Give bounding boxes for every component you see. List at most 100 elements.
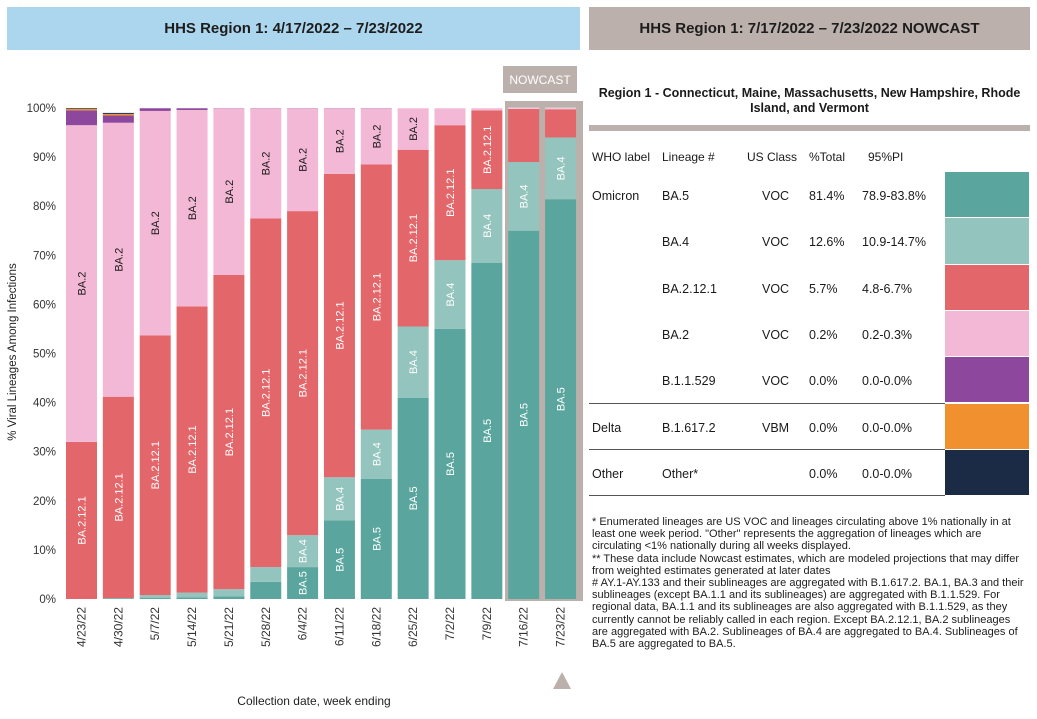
bar-segment-ba-5-6-18-22 — [360, 478, 392, 599]
color-swatch-b-1-617-2 — [945, 403, 1029, 449]
bar-segment-ba-2-12-1-4-30-22 — [102, 396, 134, 599]
segment-label-ba-2-12-1: BA.2.12.1 — [150, 441, 162, 489]
segment-label-ba-2: BA.2 — [261, 152, 273, 176]
bar-segment-ba-2-12-1-7-23-22 — [545, 109, 577, 138]
cell-pi: 0.0-0.0% — [862, 420, 913, 435]
color-swatch-b-1-1-529 — [945, 357, 1029, 403]
cell-total: 0.0% — [809, 420, 838, 435]
x-tick-label: 6/11/22 — [332, 607, 346, 646]
bar-segment-ba-2-12-1-6-25-22 — [397, 149, 429, 327]
x-tick-label: 7/16/22 — [517, 607, 531, 647]
bar-segment-ba-4-7-16-22 — [508, 162, 540, 231]
segment-label-ba-2-12-1: BA.2.12.1 — [187, 425, 199, 473]
title-divider — [589, 125, 1030, 131]
cell-total: 0.0% — [809, 374, 838, 389]
segment-label-ba-2-12-1: BA.2.12.1 — [408, 214, 420, 262]
bar-segment-ba-2-12-1-6-18-22 — [360, 164, 392, 430]
bar-segment-ba-2-6-25-22 — [397, 108, 429, 150]
bar-segment-ba-2-5-21-22 — [213, 108, 245, 275]
color-swatch-ba-2 — [945, 310, 1029, 357]
cell-total: 81.4% — [809, 189, 845, 203]
x-tick-label: 5/14/22 — [185, 607, 199, 647]
segment-label-ba-2: BA.2 — [150, 211, 162, 235]
segment-label-ba-2: BA.2 — [113, 248, 125, 272]
header-pi: 95%PI — [868, 150, 904, 164]
bar-segment-ba-5-7-16-22 — [508, 230, 540, 599]
cell-pi: 0.0-0.0% — [862, 374, 913, 389]
x-tick-label: 5/21/22 — [222, 607, 236, 647]
x-tick-label: 7/2/22 — [443, 607, 457, 641]
segment-label-ba-4: BA.4 — [371, 442, 383, 466]
bar-segment-b-1-617-2-4-23-22 — [66, 108, 97, 111]
bar-segment-b-1-617-2-4-30-22 — [102, 113, 134, 116]
cell-pi: 10.9-14.7% — [862, 235, 926, 250]
cell-us-class: VOC — [762, 281, 790, 296]
bar-segment-ba-5-7-9-22 — [471, 262, 503, 599]
cell-who-label: Other — [592, 466, 624, 481]
bar-segment-ba-5-5-21-22 — [213, 596, 245, 599]
bar-segment-ba-2-7-2-22 — [434, 108, 466, 126]
bar-segment-ba-2-5-14-22 — [176, 109, 208, 307]
cell-us-class: VOC — [762, 189, 790, 203]
x-tick-label: 5/28/22 — [259, 607, 273, 647]
x-axis-label: Collection date, week ending — [237, 694, 390, 708]
bar-segment-ba-2-4-23-22 — [66, 125, 97, 442]
segment-label-ba-4: BA.4 — [519, 184, 531, 208]
cell-us-class: VBM — [762, 420, 790, 435]
bar-segment-ba-4-6-11-22 — [323, 477, 355, 521]
bar-segment-ba-2-5-28-22 — [250, 108, 282, 219]
color-swatch-other — [945, 449, 1029, 496]
bar-segment-ba-2-12-1-6-11-22 — [323, 173, 355, 478]
x-tick-label: 4/23/22 — [75, 607, 89, 647]
left-panel-header: HHS Region 1: 4/17/2022 – 7/23/2022 — [7, 7, 580, 50]
y-tick-label: 70% — [33, 250, 56, 262]
segment-label-ba-2: BA.2 — [298, 148, 310, 172]
cell-lineage: Other* — [662, 466, 699, 481]
bar-segment-ba-4-5-14-22 — [176, 592, 208, 598]
table-divider — [589, 448, 945, 450]
bar-segment-ba-2-7-9-22 — [471, 108, 503, 111]
cell-lineage: BA.5 — [662, 189, 690, 203]
right-panel-header: HHS Region 1: 7/17/2022 – 7/23/2022 NOWC… — [589, 7, 1030, 50]
bar-segment-b-1-1-529-4-23-22 — [66, 110, 97, 126]
header-us-class: US Class — [747, 150, 798, 164]
bar-segment-ba-2-12-1-5-28-22 — [250, 218, 282, 568]
bar-segment-ba-5-6-11-22 — [323, 520, 355, 599]
nowcast-banner — [503, 66, 577, 93]
bar-segment-ba-2-7-23-22 — [545, 108, 577, 110]
bar-segment-ba-2-6-11-22 — [323, 108, 355, 174]
bar-segment-b-1-1-529-4-30-22 — [102, 115, 134, 123]
table-divider — [589, 495, 945, 497]
segment-label-ba-4: BA.4 — [445, 283, 457, 307]
x-tick-label: 7/23/22 — [554, 607, 568, 647]
segment-label-ba-5: BA.5 — [519, 403, 531, 427]
segment-label-ba-2: BA.2 — [334, 129, 346, 153]
cell-pi: 78.9-83.8% — [862, 189, 926, 203]
segment-label-ba-2: BA.2 — [77, 272, 89, 296]
bar-segment-ba-2-12-1-4-23-22 — [66, 441, 97, 599]
segment-label-ba-4: BA.4 — [334, 487, 346, 511]
bar-segment-ba-2-12-1-5-21-22 — [213, 274, 245, 590]
x-tick-label: 4/30/22 — [111, 607, 125, 647]
segment-label-ba-5: BA.5 — [408, 486, 420, 510]
segment-label-ba-2: BA.2 — [408, 117, 420, 141]
bar-segment-ba-2-12-1-7-2-22 — [434, 125, 466, 261]
cell-us-class: VOC — [762, 327, 790, 342]
cell-who-label: Omicron — [592, 189, 640, 203]
y-tick-label: 40% — [33, 398, 56, 410]
footnote-2: ** These data include Nowcast estimates,… — [592, 552, 1019, 577]
y-axis-label: % Viral Lineages Among Infections — [7, 263, 19, 441]
y-tick-label: 20% — [33, 496, 56, 508]
y-tick-label: 80% — [33, 201, 56, 213]
cell-lineage: B.1.1.529 — [662, 374, 716, 389]
y-tick-label: 10% — [33, 545, 56, 557]
segment-label-ba-5: BA.5 — [371, 527, 383, 551]
region-title: Region 1 - Connecticut, Maine, Massachus… — [598, 86, 1021, 115]
segment-label-ba-5: BA.5 — [334, 548, 346, 572]
cell-total: 0.2% — [809, 327, 838, 342]
segment-label-ba-4: BA.4 — [482, 214, 494, 238]
bar-segment-b-1-1-529-5-7-22 — [139, 108, 171, 111]
cell-who-label: Delta — [592, 420, 622, 435]
segment-label-ba-5: BA.5 — [482, 419, 494, 443]
